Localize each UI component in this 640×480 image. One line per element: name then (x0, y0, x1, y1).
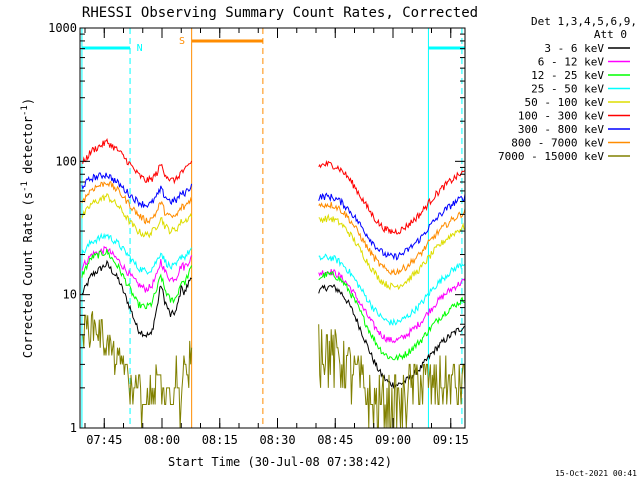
legend-label-7: 800 - 7000 keV (511, 137, 604, 150)
series-8 (81, 311, 466, 429)
series-0 (81, 259, 466, 389)
series-line-5-1 (318, 159, 466, 235)
series-6 (81, 172, 466, 261)
series-line-4-0 (81, 193, 193, 239)
legend-header-1: Det 1,3,4,5,6,9, (531, 15, 637, 28)
series-line-8-1 (318, 324, 466, 429)
legend-label-5: 100 - 300 keV (518, 110, 604, 123)
x-axis-label: Start Time (30-Jul-08 07:38:42) (168, 455, 392, 469)
chart-title: RHESSI Observing Summary Count Rates, Co… (82, 5, 478, 21)
series-4 (81, 193, 466, 291)
legend-label-8: 7000 - 15000 keV (498, 150, 604, 163)
series-line-5-0 (81, 138, 193, 185)
y-label-part2: detector (21, 116, 35, 181)
x-tick-label-6: 09:15 (433, 433, 469, 447)
legend-header-2: Att 0 (594, 28, 627, 41)
state-bars: NS (81, 36, 465, 54)
y-axis-label: Corrected Count Rate (s-1 detector-1) (20, 98, 35, 358)
series-line-8-0 (81, 311, 193, 429)
y-label-sup2: -1 (20, 105, 30, 116)
x-tick-label-0: 07:45 (86, 433, 122, 447)
legend-label-0: 3 - 6 keV (544, 42, 604, 55)
series-line-3-1 (318, 253, 466, 326)
y-tick-label-3: 1000 (48, 21, 77, 35)
series-line-4-1 (318, 213, 466, 291)
state-bar-label-1: S (179, 36, 185, 47)
y-tick-label-1: 10 (63, 288, 77, 302)
series-line-0-0 (81, 259, 192, 338)
y-tick-label-0: 1 (70, 421, 77, 435)
axes: 1 10 100 1000 07:45 08:00 08:15 08:30 08:45 09:00… (48, 21, 469, 447)
x-tick-label-1: 08:00 (144, 433, 180, 447)
x-tick-label-2: 08:15 (202, 433, 238, 447)
legend-label-1: 6 - 12 keV (538, 56, 605, 69)
legend-label-2: 12 - 25 keV (531, 69, 604, 82)
plot-frame (79, 27, 466, 429)
y-tick-label-2: 100 (55, 154, 77, 168)
series-2 (81, 248, 466, 361)
series-line-7-1 (318, 202, 466, 276)
footer-date: 15-Oct-2021 00:41 (555, 469, 637, 478)
series-1 (81, 245, 466, 344)
x-tick-label-4: 08:45 (317, 433, 353, 447)
legend-label-6: 300 - 800 keV (518, 123, 604, 136)
legend-label-4: 50 - 100 keV (525, 96, 605, 109)
series-line-2-1 (318, 270, 466, 361)
series-7 (81, 181, 466, 276)
state-bar-label-0: N (137, 43, 143, 54)
y-label-part1: Corrected Count Rate (s (21, 192, 35, 358)
series-line-0-1 (318, 283, 466, 389)
x-tick-label-3: 08:30 (259, 433, 295, 447)
series-line-6-1 (318, 192, 466, 261)
series-line-3-0 (81, 232, 193, 275)
y-label-part3: ) (21, 98, 35, 105)
series-line-2-0 (81, 248, 193, 310)
series-line-7-0 (81, 181, 193, 225)
y-label-sup1: -1 (20, 181, 30, 192)
series-5 (81, 138, 466, 235)
x-tick-label-5: 09:00 (375, 433, 411, 447)
series-3 (81, 232, 466, 326)
plot-area: NS (81, 28, 466, 429)
series-line-6-0 (81, 172, 193, 209)
legend-label-3: 25 - 50 keV (531, 83, 604, 96)
